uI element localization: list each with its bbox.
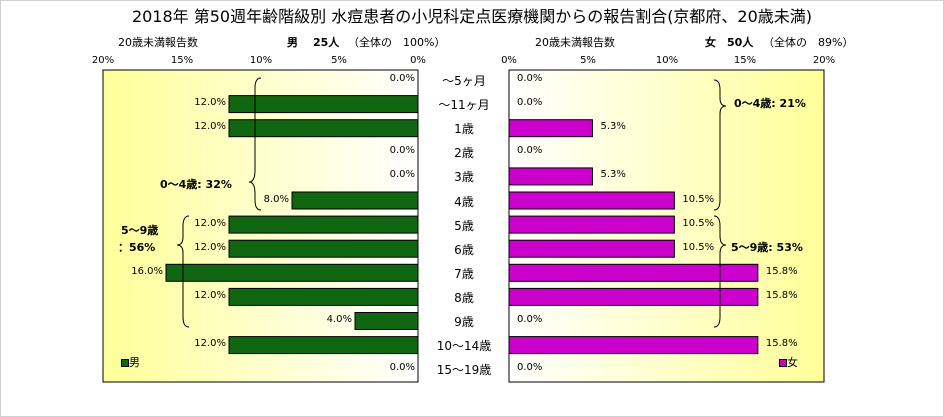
category-label: 5歳	[454, 218, 474, 233]
female-value-label: 0.0%	[517, 145, 543, 157]
category-label: 6歳	[454, 242, 474, 257]
female-0-4-annotation: 0～4歳: 21%	[734, 97, 806, 110]
right-tick-15: 15%	[733, 55, 757, 66]
male-value-label: 12.0%	[194, 289, 226, 301]
female-5-9-annotation: 5～9歳: 53%	[731, 241, 803, 254]
male-value-label: 0.0%	[389, 362, 415, 374]
right-share-label: （全体の 89%）	[763, 36, 854, 49]
male-value-label: 16.0%	[131, 265, 163, 277]
male-5-9-annotation-line1: 5～9歳	[121, 224, 159, 237]
female-value-label: 10.5%	[682, 193, 715, 205]
male-bar	[228, 215, 419, 234]
female-bar	[508, 167, 593, 186]
male-0-4-annotation: 0～4歳: 32%	[160, 178, 232, 191]
female-0-4-brace	[713, 79, 727, 211]
female-value-label: 0.0%	[517, 73, 543, 84]
right-tick-10: 10%	[655, 55, 679, 66]
female-legend-swatch	[779, 359, 787, 367]
left-tick-15: 15%	[170, 55, 194, 66]
male-value-label: 12.0%	[194, 241, 226, 253]
group-braces	[176, 77, 727, 328]
female-legend-label: 女	[787, 356, 798, 369]
male-bar	[228, 95, 419, 114]
female-value-label: 10.5%	[682, 217, 715, 229]
male-value-label: 4.0%	[326, 314, 352, 325]
left-group-label: 男	[287, 36, 298, 49]
left-legend: 男	[121, 354, 140, 370]
male-value-label: 12.0%	[194, 338, 226, 350]
left-tick-20: 20%	[91, 55, 115, 66]
category-label: 3歳	[454, 170, 474, 185]
female-value-label: 5.3%	[600, 121, 626, 133]
left-axis-label: 20歳未満報告数	[118, 36, 198, 49]
male-bar	[228, 119, 419, 138]
male-0-4-brace	[248, 77, 262, 211]
right-legend: 女	[779, 354, 798, 370]
left-tick-0: 0%	[410, 55, 426, 66]
right-tick-5: 5%	[580, 55, 596, 66]
female-value-label: 15.8%	[765, 289, 798, 301]
male-bar	[228, 287, 419, 306]
right-group-label: 女	[705, 36, 716, 49]
male-bar	[291, 191, 419, 210]
female-bar	[508, 287, 759, 306]
male-value-label: 0.0%	[389, 145, 415, 157]
male-bar	[228, 336, 419, 355]
male-value-label: 8.0%	[263, 193, 289, 205]
category-label: 2歳	[454, 146, 474, 161]
category-label: 7歳	[454, 266, 474, 281]
left-count-label: 25人	[313, 36, 340, 49]
female-value-label: 5.3%	[600, 169, 626, 181]
left-share-label: （全体の 100%）	[348, 36, 446, 49]
right-tick-0: 0%	[501, 55, 517, 66]
female-value-label: 15.8%	[765, 338, 798, 350]
female-value-label: 0.0%	[517, 314, 543, 325]
category-label: ～11ヶ月	[438, 98, 490, 113]
left-tick-10: 10%	[249, 55, 273, 66]
male-5-9-annotation-line2: ：56%	[118, 241, 156, 254]
male-value-label: 12.0%	[194, 121, 226, 133]
category-label: 10～14歳	[436, 339, 492, 354]
female-value-label: 10.5%	[682, 241, 715, 253]
right-tick-20: 20%	[812, 55, 836, 66]
male-legend-swatch	[121, 359, 129, 367]
male-bar	[228, 239, 419, 258]
category-label: 1歳	[454, 122, 474, 137]
category-label: 9歳	[454, 315, 474, 329]
male-value-label: 0.0%	[389, 169, 415, 181]
category-label: ～5ヶ月	[442, 74, 486, 88]
female-bar	[508, 239, 675, 258]
male-value-label: 12.0%	[194, 97, 226, 109]
category-label: 4歳	[454, 194, 474, 209]
female-bar	[508, 336, 759, 355]
female-value-label: 15.8%	[765, 265, 798, 277]
female-bar	[508, 263, 759, 282]
category-label: 8歳	[454, 290, 474, 305]
male-legend-label: 男	[129, 356, 140, 369]
chart-title: 2018年 第50週年齢階級別 水痘患者の小児科定点医療機関からの報告割合(京都…	[131, 7, 813, 26]
right-count-label: 50人	[727, 36, 754, 49]
male-bar	[354, 312, 419, 330]
male-5-9-brace	[176, 215, 190, 328]
category-label: 15～19歳	[436, 363, 492, 378]
female-bar	[508, 191, 675, 210]
right-axis-label: 20歳未満報告数	[535, 36, 615, 49]
female-value-label: 0.0%	[517, 362, 543, 374]
female-bar	[508, 215, 675, 234]
male-value-label: 0.0%	[389, 73, 415, 84]
left-tick-5: 5%	[331, 55, 347, 66]
female-bar	[508, 119, 593, 138]
female-5-9-brace	[713, 215, 727, 328]
male-value-label: 12.0%	[194, 217, 226, 229]
male-bar	[165, 263, 419, 282]
female-value-label: 0.0%	[517, 97, 543, 109]
